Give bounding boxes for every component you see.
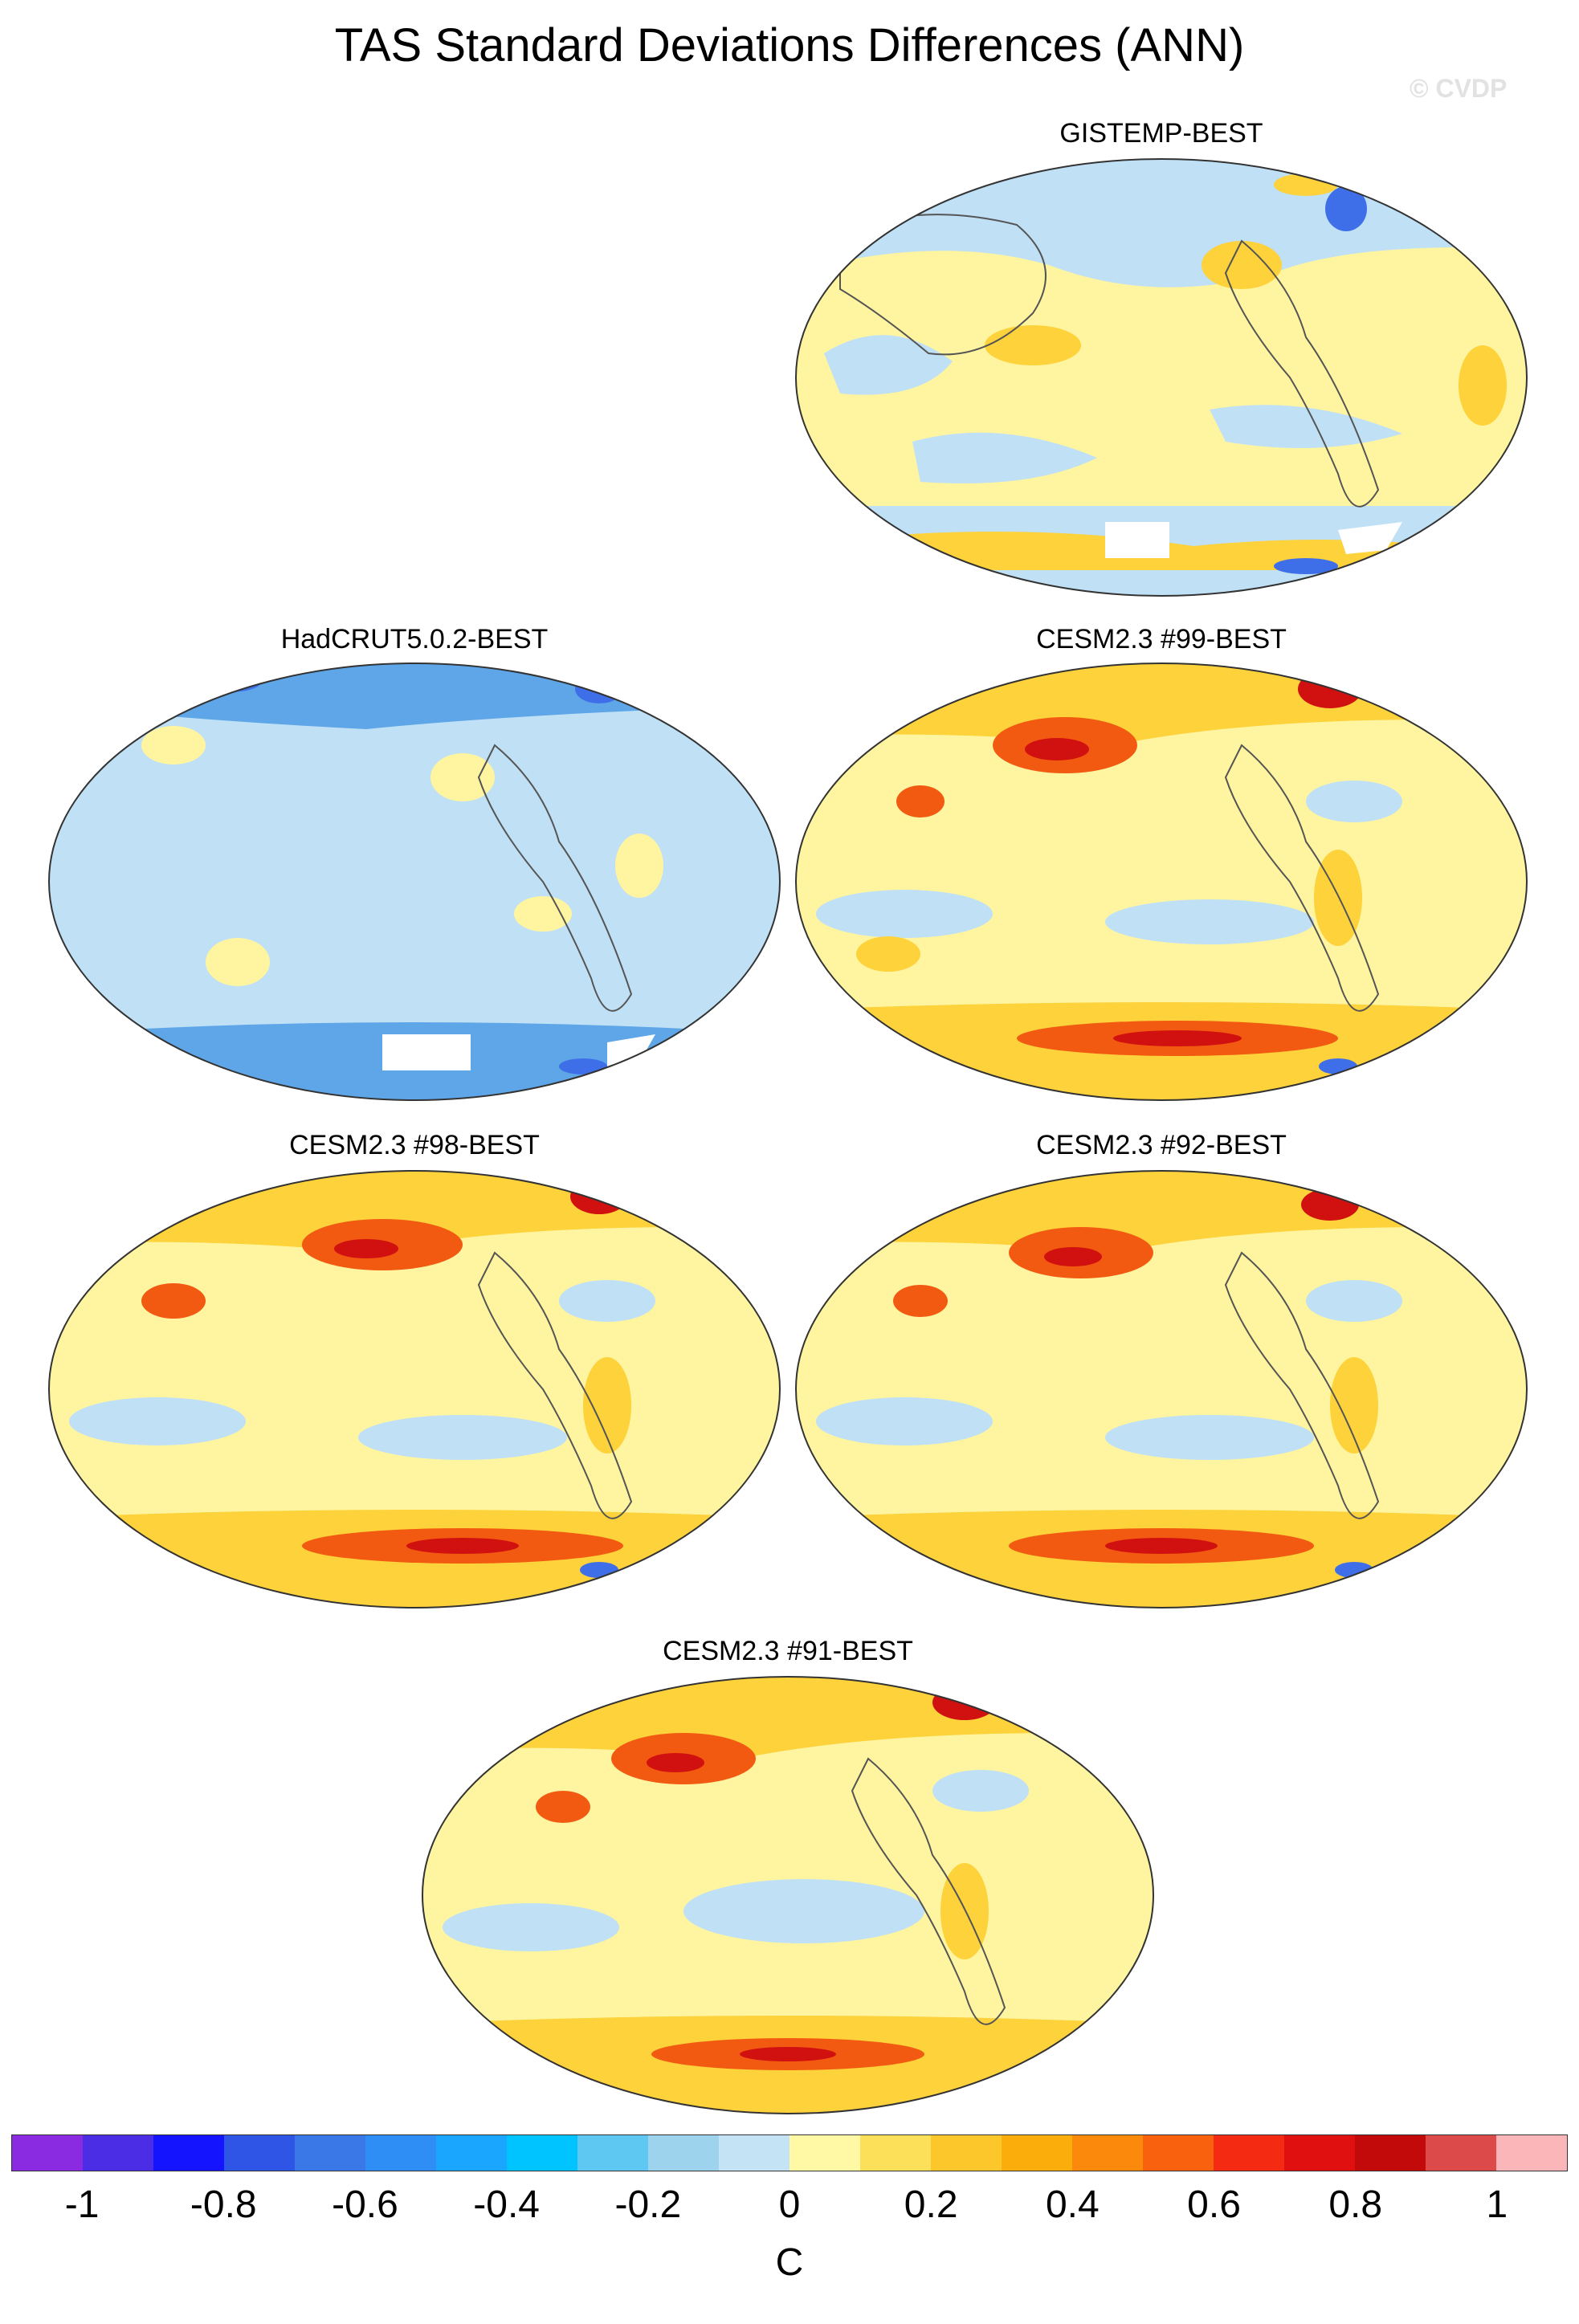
colorbar-swatch xyxy=(577,2135,648,2171)
colorbar-swatch xyxy=(365,2135,436,2171)
panel-title-cesm98: CESM2.3 #98-BEST xyxy=(289,1130,540,1160)
figure-title: TAS Standard Deviations Differences (ANN… xyxy=(334,19,1245,71)
colorbar xyxy=(11,2134,1568,2171)
map-gistemp xyxy=(795,158,1528,597)
map-cesm99 xyxy=(795,663,1528,1101)
map-cesm91 xyxy=(422,1676,1154,2114)
colorbar-swatch xyxy=(719,2135,790,2171)
colorbar-tick-label: 0.8 xyxy=(1328,2183,1383,2226)
panel-title-cesm91: CESM2.3 #91-BEST xyxy=(663,1636,913,1666)
colorbar-swatch xyxy=(931,2135,1002,2171)
colorbar-swatch xyxy=(507,2135,577,2171)
colorbar-swatch xyxy=(1284,2135,1355,2171)
colorbar-swatch xyxy=(1002,2135,1072,2171)
colorbar-swatch xyxy=(1143,2135,1214,2171)
colorbar-tick-label: 1 xyxy=(1486,2183,1508,2226)
colorbar-tick-label: 0.2 xyxy=(904,2183,958,2226)
colorbar-swatch xyxy=(1214,2135,1284,2171)
colorbar-swatch xyxy=(1496,2135,1567,2171)
colorbar-tick-label: 0 xyxy=(778,2183,801,2226)
colorbar-tick-label: 0.6 xyxy=(1187,2183,1241,2226)
colorbar-swatch xyxy=(1072,2135,1143,2171)
colorbar-swatch xyxy=(1426,2135,1496,2171)
colorbar-swatch xyxy=(436,2135,507,2171)
colorbar-tick-label: 0.4 xyxy=(1045,2183,1100,2226)
map-cesm92 xyxy=(795,1170,1528,1608)
colorbar-swatch xyxy=(153,2135,224,2171)
colorbar-tick-label: -0.6 xyxy=(332,2183,398,2226)
colorbar-tick-label: -0.2 xyxy=(614,2183,682,2226)
colorbar-swatch xyxy=(12,2135,83,2171)
colorbar-tick-label: -0.8 xyxy=(190,2183,257,2226)
panel-title-gistemp: GISTEMP-BEST xyxy=(1059,118,1263,149)
colorbar-swatch xyxy=(648,2135,719,2171)
map-cesm98 xyxy=(48,1170,781,1608)
watermark: © CVDP xyxy=(1410,74,1508,103)
colorbar-swatch xyxy=(1355,2135,1426,2171)
panel-title-cesm92: CESM2.3 #92-BEST xyxy=(1036,1130,1287,1160)
colorbar-tick-label: -0.4 xyxy=(473,2183,540,2226)
colorbar-swatch xyxy=(83,2135,153,2171)
panel-title-hadcrut: HadCRUT5.0.2-BEST xyxy=(280,624,549,654)
colorbar-swatch xyxy=(790,2135,860,2171)
map-hadcrut xyxy=(48,663,781,1101)
colorbar-tick-label: -1 xyxy=(64,2183,100,2226)
colorbar-swatch xyxy=(224,2135,295,2171)
colorbar-swatch xyxy=(295,2135,365,2171)
colorbar-units-label: C xyxy=(775,2241,804,2284)
panel-title-cesm99: CESM2.3 #99-BEST xyxy=(1036,624,1287,654)
colorbar-swatch xyxy=(860,2135,931,2171)
